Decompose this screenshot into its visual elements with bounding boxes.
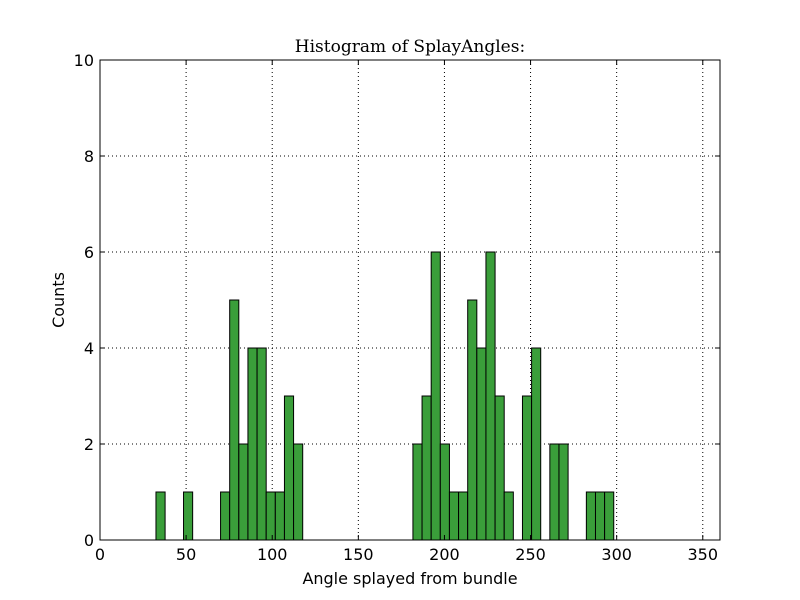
histogram-bar	[476, 347, 487, 541]
histogram-bar	[448, 491, 460, 541]
ticks-layer: 0 50 100 150 200 250 300 350 0 2 4 6 8 10	[74, 51, 720, 564]
histogram-bar	[229, 299, 240, 541]
histogram-bar	[421, 395, 432, 541]
x-tick-label: 250	[515, 545, 546, 564]
histogram-bar	[503, 491, 514, 541]
histogram-bar	[558, 443, 569, 541]
histogram-bar	[256, 347, 267, 541]
histogram-bar	[283, 395, 295, 541]
x-tick-label: 100	[257, 545, 288, 564]
histogram-bar	[238, 443, 249, 541]
histogram-bar	[549, 443, 560, 541]
histogram-bar	[604, 491, 615, 541]
histogram-bar	[485, 251, 496, 541]
y-tick-label: 0	[84, 531, 94, 550]
histogram-bar	[594, 491, 606, 541]
histogram-bar	[458, 491, 469, 541]
x-tick-label: 150	[343, 545, 374, 564]
histogram-bar	[430, 251, 441, 541]
histogram-bar	[247, 347, 258, 541]
histogram-bar	[412, 443, 423, 541]
plot-frame	[99, 59, 721, 541]
y-tick-label: 6	[84, 243, 94, 262]
histogram-bar	[521, 395, 533, 541]
y-tick-label: 8	[84, 147, 94, 166]
x-tick-label: 350	[688, 545, 719, 564]
histogram-bar	[494, 395, 505, 541]
x-tick-label: 50	[176, 545, 196, 564]
y-tick-label: 4	[84, 339, 94, 358]
chart-title: Histogram of SplayAngles:	[295, 37, 525, 57]
y-tick-label: 2	[84, 435, 94, 454]
x-tick-label: 200	[429, 545, 460, 564]
bars-layer	[155, 251, 615, 541]
x-tick-label: 0	[95, 545, 105, 564]
histogram-bar	[585, 491, 596, 541]
histogram-bar	[220, 491, 231, 541]
histogram-bar	[274, 491, 285, 541]
histogram-bar	[293, 443, 304, 541]
y-tick-label: 10	[74, 51, 94, 70]
x-axis-label: Angle splayed from bundle	[302, 569, 517, 588]
y-axis-label: Counts	[49, 272, 68, 328]
histogram-bar	[183, 491, 194, 541]
histogram-bar	[265, 491, 276, 541]
histogram-bar	[155, 491, 166, 541]
histogram-bar	[531, 347, 542, 541]
histogram-bar	[467, 299, 478, 541]
grid-layer	[100, 60, 720, 540]
x-tick-label: 300	[601, 545, 632, 564]
histogram-bar	[439, 443, 450, 541]
